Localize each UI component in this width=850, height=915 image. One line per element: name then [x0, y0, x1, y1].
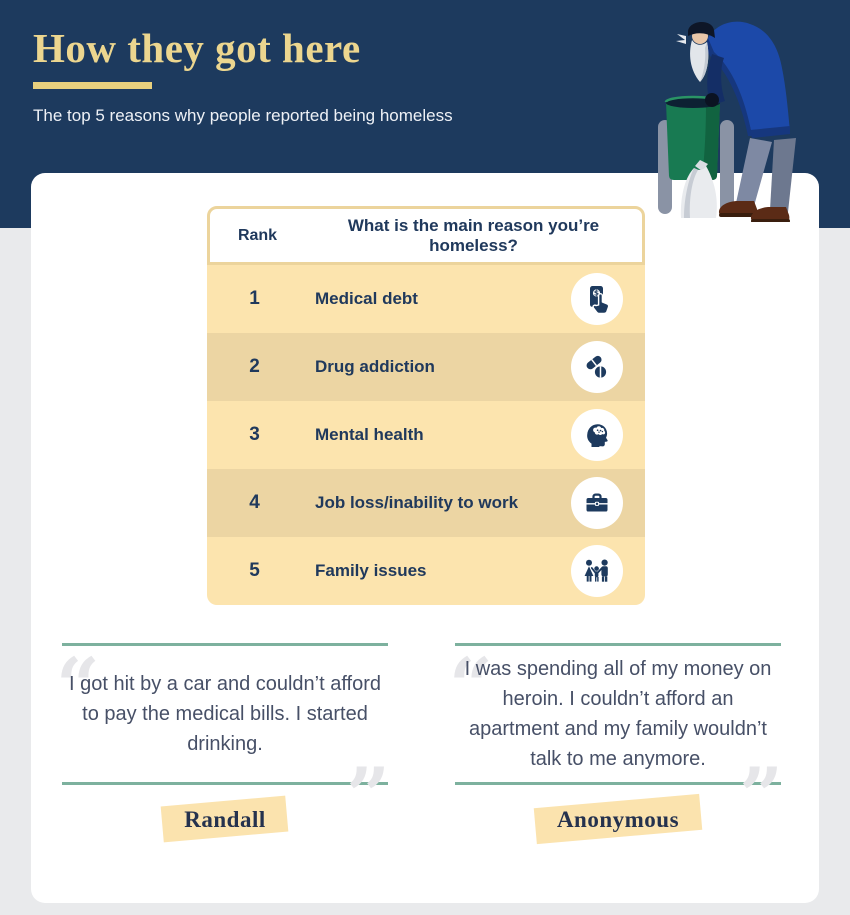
pills-icon: [571, 341, 623, 393]
rank-cell: 5: [249, 560, 260, 581]
reasons-table: Rank What is the main reason you’re home…: [207, 206, 645, 605]
man-beanie: [688, 21, 715, 38]
rank-cell: 1: [249, 288, 260, 309]
trash-post-right: [720, 120, 734, 214]
quote-author: Randall: [160, 795, 290, 843]
man-hair: [676, 34, 686, 44]
quote-body: I was spending all of my money on heroin…: [455, 646, 781, 782]
quote-text: I got hit by a car and couldn’t afford t…: [68, 673, 382, 755]
man-arm: [707, 54, 725, 104]
bag-knot: [695, 160, 708, 171]
table-row: 4 Job loss/inability to work: [207, 469, 645, 537]
man-coat: [708, 21, 790, 137]
table-row: 1 Medical debt $: [207, 265, 645, 333]
shoe-sole-back: [751, 219, 790, 222]
bag-shade: [684, 168, 698, 218]
quote-rule-top: [455, 643, 781, 646]
quote-rule-top: [62, 643, 388, 646]
reason-cell: Medical debt: [315, 289, 418, 308]
briefcase-icon: [571, 477, 623, 529]
man-glove: [705, 93, 719, 107]
quote-rule-bottom: [455, 782, 781, 785]
quote-author: Anonymous: [533, 793, 703, 845]
page-header: How they got here The top 5 reasons why …: [33, 0, 453, 126]
trash-can-shade: [702, 102, 720, 180]
title-underline: [33, 82, 152, 89]
reason-cell: Family issues: [315, 561, 427, 580]
table-row: 2 Drug addiction: [207, 333, 645, 401]
author-wrap: Randall: [62, 795, 388, 843]
rank-cell: 2: [249, 356, 260, 377]
reason-cell: Drug addiction: [315, 357, 435, 376]
quote-text: I was spending all of my money on heroin…: [464, 658, 772, 770]
page-title: How they got here: [33, 25, 361, 71]
quote-block-randall: I got hit by a car and couldn’t afford t…: [62, 643, 388, 843]
author-name: Randall: [184, 807, 266, 832]
page-subtitle: The top 5 reasons why people reported be…: [33, 106, 453, 125]
family-icon: [571, 545, 623, 597]
man-shoe-front: [718, 201, 758, 216]
man-leg-front: [736, 138, 772, 206]
reason-cell: Mental health: [315, 425, 424, 444]
quote-block-anonymous: I was spending all of my money on heroin…: [455, 643, 781, 845]
head-brain-icon: [571, 409, 623, 461]
author-name: Anonymous: [556, 807, 680, 832]
quote-body: I got hit by a car and couldn’t afford t…: [62, 646, 388, 782]
table-header-row: Rank What is the main reason you’re home…: [207, 206, 645, 265]
table-row: 3 Mental health: [207, 401, 645, 469]
table-row: 5 Family issues: [207, 537, 645, 605]
quote-rule-bottom: [62, 782, 388, 785]
beard-shade: [700, 42, 709, 82]
shoe-sole-front: [719, 213, 758, 217]
svg-text:$: $: [594, 289, 599, 298]
man-leg-back: [770, 138, 796, 212]
author-wrap: Anonymous: [455, 793, 781, 845]
medical-bill-phone-icon: $: [571, 273, 623, 325]
rank-header: Rank: [237, 226, 278, 244]
question-header: What is the main reason you’re homeless?: [347, 215, 600, 255]
man-trashcan-illustration: [658, 21, 796, 222]
rank-cell: 4: [249, 492, 260, 513]
rank-cell: 3: [249, 424, 260, 445]
coat-hem: [750, 126, 790, 138]
reason-cell: Job loss/inability to work: [315, 493, 519, 512]
man-shoe-back: [750, 207, 790, 222]
